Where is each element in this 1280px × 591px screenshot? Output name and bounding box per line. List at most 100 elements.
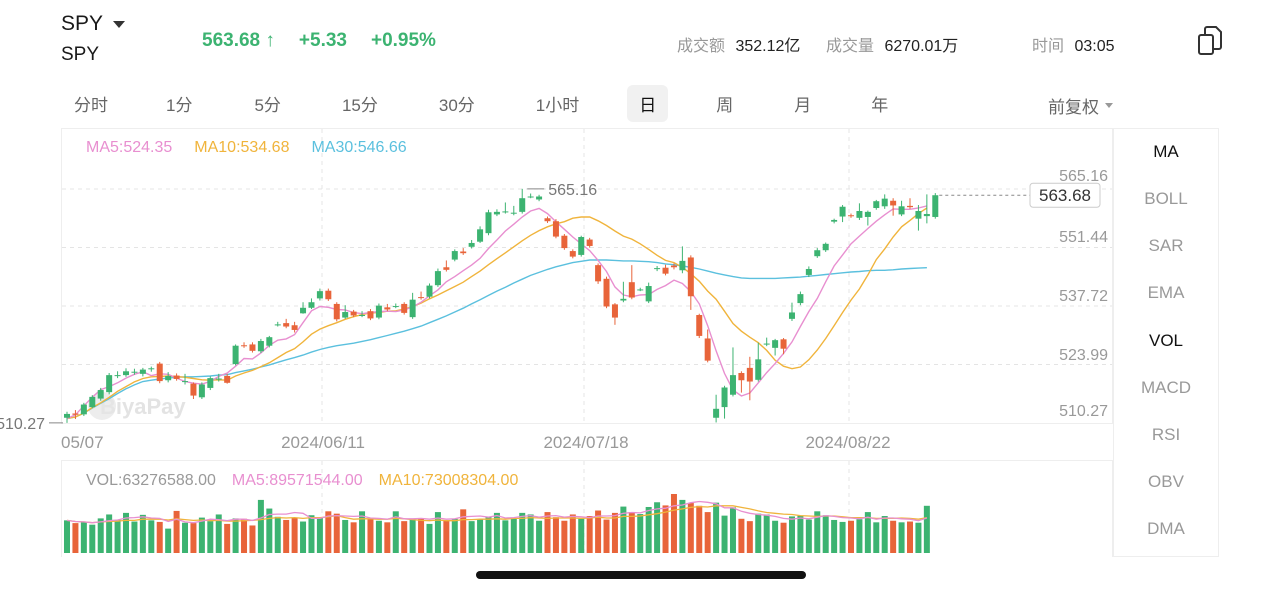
- candle-body: [552, 221, 559, 237]
- candlestick-chart-panel[interactable]: [61, 128, 1113, 424]
- arrow-up-icon: ↑: [265, 30, 275, 51]
- candle-body: [333, 303, 340, 320]
- indicator-obv[interactable]: OBV: [1148, 472, 1184, 491]
- volume-bar: [729, 507, 736, 553]
- candle-body: [182, 381, 189, 383]
- volume-bar: [401, 521, 408, 553]
- indicator-boll[interactable]: BOLL: [1144, 189, 1188, 208]
- ma10-legend: MA10:534.68: [194, 139, 290, 156]
- volume-bar: [864, 512, 871, 553]
- volume-bar: [696, 505, 703, 553]
- volume-bar: [123, 512, 130, 553]
- volume-bar: [595, 510, 602, 553]
- volume-bar: [603, 519, 610, 553]
- volume-bar: [578, 518, 585, 553]
- home-indicator: [476, 571, 806, 579]
- candle-body: [97, 390, 104, 399]
- candle-body: [510, 212, 517, 214]
- tab-1hour[interactable]: 1小时: [535, 95, 580, 115]
- tab-timeshare[interactable]: 分时: [74, 95, 108, 115]
- indicator-sidebar: MA BOLL SAR EMA VOL MACD RSI OBV DMA: [1113, 128, 1219, 557]
- volume-bar: [561, 520, 568, 553]
- volume-bar: [460, 509, 467, 553]
- x-tick-label: 2024/08/22: [805, 433, 890, 452]
- time-label: 时间: [1032, 38, 1065, 55]
- indicator-vol[interactable]: VOL: [1148, 331, 1184, 350]
- volume-bar: [241, 518, 248, 553]
- time-stat: 时间 03:05: [1032, 32, 1115, 56]
- indicator-macd[interactable]: MACD: [1140, 378, 1192, 397]
- volume-bar: [367, 519, 374, 553]
- candle-body: [527, 196, 534, 198]
- candle-body: [80, 404, 87, 415]
- candle-body: [831, 219, 838, 222]
- candle-body: [308, 302, 315, 308]
- tab-30min[interactable]: 30分: [438, 95, 475, 115]
- candle-body: [477, 229, 484, 242]
- volume-chart-panel[interactable]: [61, 460, 1113, 557]
- indicator-ma[interactable]: MA: [1153, 142, 1179, 161]
- tab-1min[interactable]: 1分: [166, 95, 193, 115]
- volume-bar: [434, 512, 441, 553]
- price-adjust-label: 前复权: [1048, 98, 1099, 117]
- price-change: +5.33: [298, 30, 347, 51]
- volume-bar: [772, 520, 779, 553]
- volume-bar: [898, 522, 905, 553]
- candle-body: [822, 243, 829, 251]
- indicator-ema[interactable]: EMA: [1147, 283, 1185, 302]
- volume-bar: [637, 514, 644, 553]
- tab-month[interactable]: 月: [794, 95, 812, 115]
- candle-body: [392, 306, 399, 308]
- x-tick-label: 2024/07/18: [543, 433, 628, 452]
- high-price-label: 565.16: [548, 182, 597, 199]
- volume-bar: [746, 521, 753, 553]
- candle-body: [316, 291, 323, 299]
- candle-body: [713, 408, 720, 418]
- candle-body: [502, 211, 509, 213]
- candle-body: [139, 369, 146, 374]
- volume-bar: [114, 519, 121, 553]
- turnover-label: 成交额: [677, 38, 726, 55]
- last-price-label: 563.68: [1039, 186, 1091, 205]
- candle-body: [687, 257, 694, 297]
- volume-bar: [890, 520, 897, 553]
- volume-bar: [215, 514, 222, 553]
- volume-bar: [274, 516, 281, 553]
- candle-body: [772, 340, 779, 348]
- indicator-dma[interactable]: DMA: [1147, 519, 1185, 538]
- volume-bar: [257, 499, 264, 553]
- share-button[interactable]: [1196, 24, 1224, 56]
- indicator-rsi[interactable]: RSI: [1151, 425, 1181, 444]
- volume-bar: [131, 521, 138, 553]
- volume-bar: [384, 522, 391, 553]
- chevron-down-icon: [113, 20, 126, 28]
- candle-body: [443, 267, 450, 270]
- volume-bar: [502, 520, 509, 553]
- candle-body: [401, 303, 408, 313]
- volume-bar: [822, 515, 829, 553]
- price-adjust-dropdown[interactable]: 前复权: [1048, 93, 1113, 118]
- volume-bar: [485, 516, 492, 553]
- volume-bar: [814, 511, 821, 553]
- tab-5min[interactable]: 5分: [254, 95, 281, 115]
- volume-bar: [856, 519, 863, 553]
- volume-bar: [249, 525, 256, 553]
- volume-bar: [873, 522, 880, 553]
- tab-week[interactable]: 周: [716, 95, 734, 115]
- candle-body: [131, 371, 138, 373]
- tab-year[interactable]: 年: [871, 95, 889, 115]
- indicator-sar[interactable]: SAR: [1148, 236, 1184, 255]
- volume-bar: [392, 511, 399, 553]
- tab-day[interactable]: 日: [627, 84, 669, 122]
- candle-body: [746, 367, 753, 382]
- ticker-selector[interactable]: SPY: [61, 12, 126, 36]
- candle-body: [569, 251, 576, 257]
- volume-bar: [915, 522, 922, 553]
- candle-body: [384, 307, 391, 310]
- tab-15min[interactable]: 15分: [341, 95, 378, 115]
- volume-bar: [679, 499, 686, 553]
- candle-body: [485, 212, 492, 234]
- candle-body: [89, 396, 96, 408]
- candle-body: [873, 201, 880, 209]
- volume-bar: [173, 510, 180, 553]
